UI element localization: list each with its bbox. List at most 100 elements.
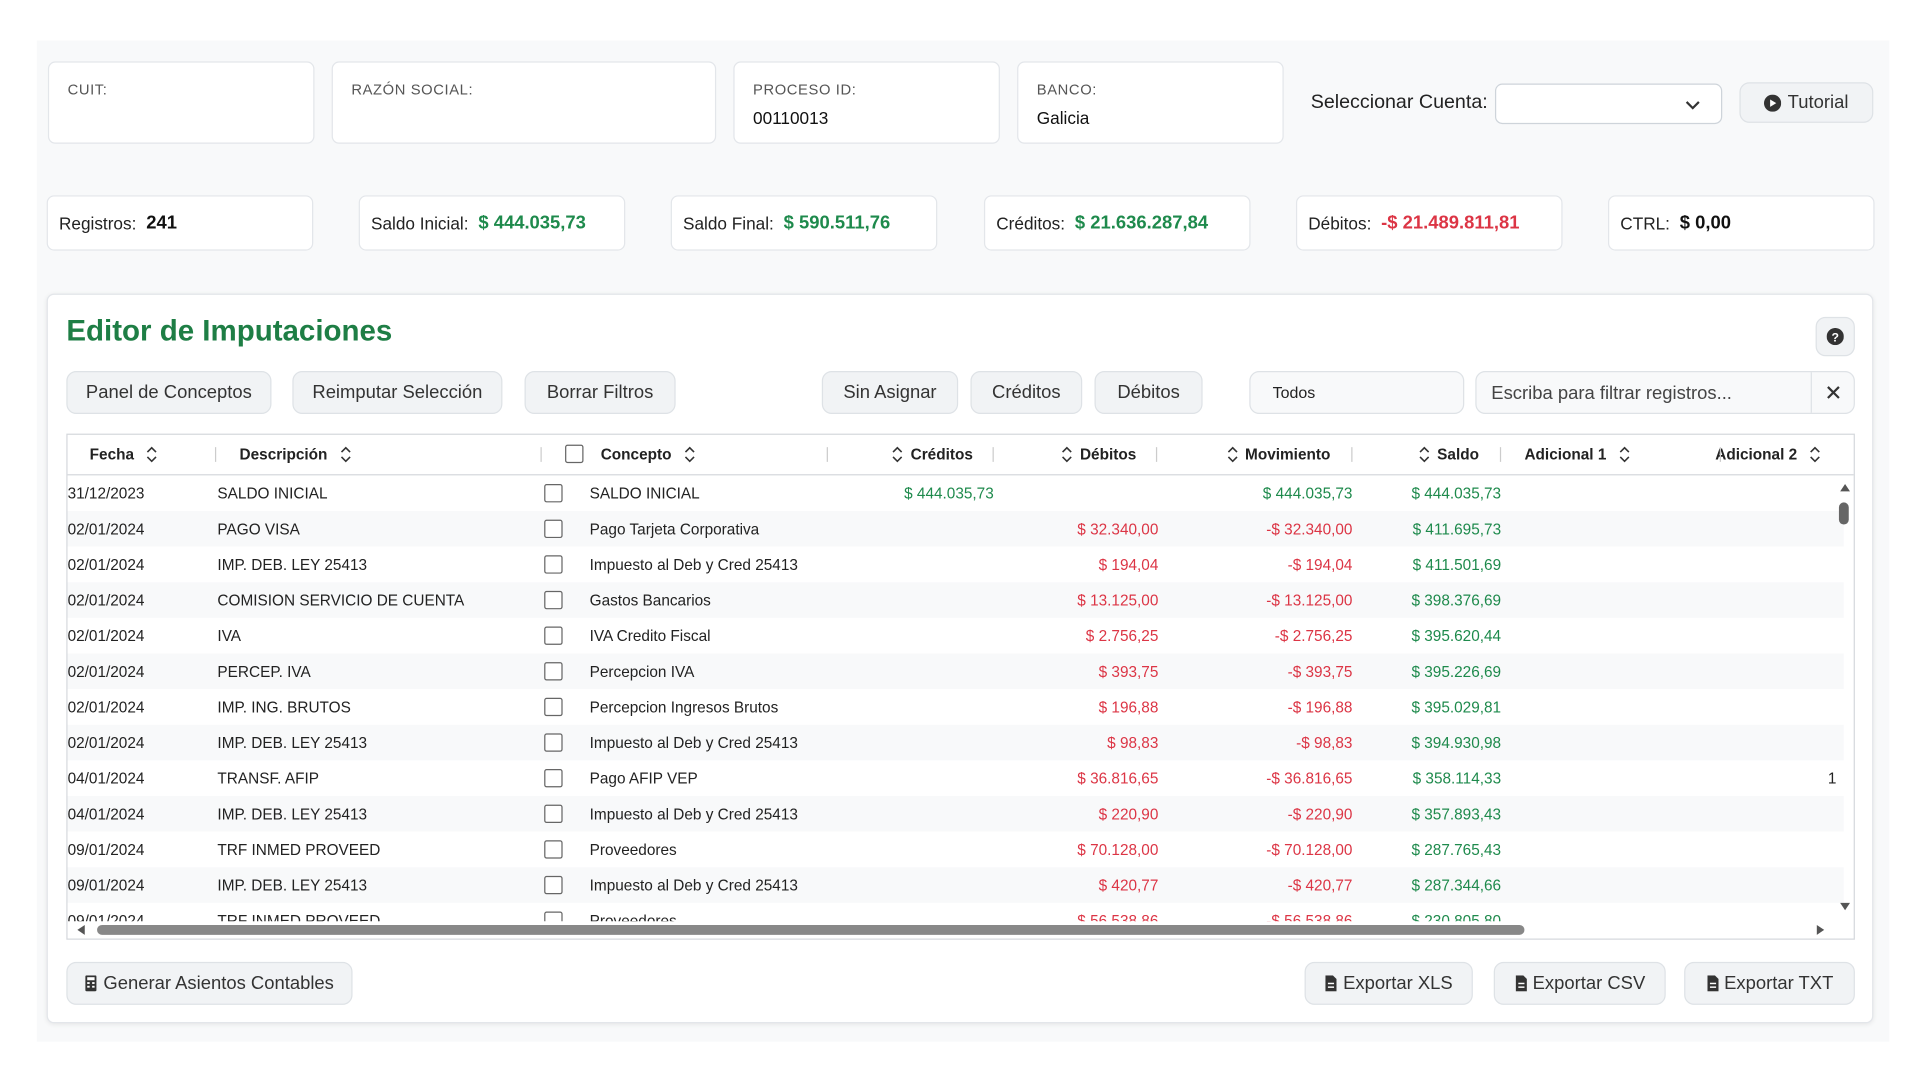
row-checkbox[interactable]: [544, 591, 562, 609]
file-icon: [1325, 975, 1337, 991]
footer-button[interactable]: Exportar CSV: [1494, 962, 1666, 1005]
info-card: CUIT:: [48, 61, 315, 143]
column-header[interactable]: Saldo: [1419, 445, 1479, 465]
footer-button[interactable]: Generar Asientos Contables: [66, 962, 352, 1005]
table-row[interactable]: 02/01/2024PERCEP. IVAPercepcion IVA$ 393…: [68, 654, 1844, 690]
row-checkbox[interactable]: [544, 911, 562, 921]
column-header[interactable]: Débitos: [1062, 445, 1137, 465]
column-title: Débitos: [1080, 445, 1136, 465]
table-cell: SALDO INICIAL: [217, 484, 327, 504]
table-cell: -$ 70.128,00: [1266, 840, 1352, 860]
table-cell: Impuesto al Deb y Cred 25413: [590, 805, 798, 825]
table-row[interactable]: 02/01/2024IMP. ING. BRUTOSPercepcion Ing…: [68, 689, 1844, 725]
filter-button[interactable]: Créditos: [970, 371, 1082, 414]
sort-icon: [146, 446, 157, 463]
table-row[interactable]: 02/01/2024IVAIVA Credito Fiscal$ 2.756,2…: [68, 618, 1844, 654]
table-cell: -$ 196,88: [1288, 698, 1353, 718]
vertical-scrollbar[interactable]: [1834, 475, 1854, 921]
row-checkbox[interactable]: [544, 484, 562, 502]
scroll-left: [75, 924, 87, 936]
scroll-right: [1814, 924, 1826, 936]
footer-button[interactable]: Exportar XLS: [1305, 962, 1473, 1005]
footer-button-label: Exportar XLS: [1343, 973, 1453, 994]
table-row[interactable]: 02/01/2024IMP. DEB. LEY 25413Impuesto al…: [68, 725, 1844, 761]
table-cell: TRF INMED PROVEED: [217, 911, 380, 921]
info-card: RAZÓN SOCIAL:: [332, 61, 716, 143]
table-row[interactable]: 02/01/2024IMP. DEB. LEY 25413Impuesto al…: [68, 547, 1844, 583]
row-checkbox[interactable]: [544, 876, 562, 894]
table-row[interactable]: 09/01/2024IMP. DEB. LEY 25413Impuesto al…: [68, 867, 1844, 903]
table-cell: $ 230.805,80: [1411, 911, 1501, 921]
table-cell: $ 287.344,66: [1411, 876, 1501, 896]
column-header[interactable]: Movimiento: [1227, 445, 1331, 465]
search-input[interactable]: Escriba para filtrar registros...: [1475, 371, 1855, 414]
column-title: Adicional 1: [1524, 445, 1606, 465]
column-header[interactable]: Fecha: [90, 445, 158, 465]
table-cell: $ 395.029,81: [1411, 698, 1501, 718]
row-checkbox[interactable]: [544, 698, 562, 716]
select-all-checkbox[interactable]: [565, 445, 583, 463]
row-checkbox[interactable]: [544, 626, 562, 644]
action-button[interactable]: Borrar Filtros: [525, 371, 676, 414]
table-cell: -$ 32.340,00: [1266, 520, 1352, 540]
footer-button[interactable]: Exportar TXT: [1684, 962, 1855, 1005]
summary-value: $ 21.636.287,84: [1075, 213, 1208, 234]
filter-button[interactable]: Débitos: [1095, 371, 1203, 414]
help-button[interactable]: ?: [1816, 317, 1855, 356]
search-placeholder: Escriba para filtrar registros...: [1491, 383, 1732, 404]
column-header[interactable]: Adicional 2: [1715, 445, 1820, 465]
column-header[interactable]: Descripción: [240, 445, 351, 465]
table-row[interactable]: 31/12/2023SALDO INICIALSALDO INICIAL$ 44…: [68, 475, 1844, 511]
row-checkbox[interactable]: [544, 520, 562, 538]
table-cell: -$ 220,90: [1288, 805, 1353, 825]
clear-search[interactable]: [1811, 372, 1854, 413]
column-divider: [993, 447, 994, 462]
table-cell: 02/01/2024: [68, 733, 145, 753]
action-button[interactable]: Reimputar Selección: [292, 371, 502, 414]
table-row[interactable]: 09/01/2024TRF INMED PROVEEDProveedores$ …: [68, 832, 1844, 868]
table-cell: $ 36.816,65: [1077, 769, 1158, 789]
table-cell: IMP. DEB. LEY 25413: [217, 555, 367, 575]
table-row[interactable]: 02/01/2024COMISION SERVICIO DE CUENTAGas…: [68, 582, 1844, 618]
filter-button[interactable]: Sin Asignar: [822, 371, 958, 414]
help-icon: ?: [1827, 328, 1844, 345]
column-divider: [1500, 447, 1501, 462]
horizontal-scrollbar[interactable]: [68, 921, 1834, 938]
row-checkbox[interactable]: [544, 662, 562, 680]
summary-value: -$ 21.489.811,81: [1381, 213, 1519, 234]
row-checkbox[interactable]: [544, 555, 562, 573]
scroll-thumb[interactable]: [97, 925, 1524, 935]
filter-select[interactable]: Todos: [1249, 371, 1464, 414]
tutorial-button[interactable]: Tutorial: [1739, 82, 1873, 123]
chevron-icon: [1684, 98, 1701, 110]
table-cell: $ 411.695,73: [1413, 520, 1502, 540]
column-divider: [1156, 447, 1157, 462]
table-cell: $ 287.765,43: [1411, 840, 1501, 860]
summary-label: Saldo Inicial:: [371, 213, 469, 233]
table-row[interactable]: 02/01/2024PAGO VISAPago Tarjeta Corporat…: [68, 511, 1844, 547]
footer-button-label: Exportar CSV: [1533, 973, 1646, 994]
table-cell: $ 444.035,73: [1411, 484, 1501, 504]
footer-button-label: Generar Asientos Contables: [103, 973, 333, 994]
action-button[interactable]: Panel de Conceptos: [66, 371, 271, 414]
row-checkbox[interactable]: [544, 733, 562, 751]
table-row[interactable]: 04/01/2024TRANSF. AFIPPago AFIP VEP$ 36.…: [68, 760, 1844, 796]
table-cell: Percepcion Ingresos Brutos: [590, 698, 779, 718]
file-icon: [1706, 975, 1718, 991]
row-checkbox[interactable]: [544, 840, 562, 858]
row-checkbox[interactable]: [544, 805, 562, 823]
table-cell: Impuesto al Deb y Cred 25413: [590, 876, 798, 896]
column-header[interactable]: Créditos: [892, 445, 973, 465]
table-cell: $ 420,77: [1099, 876, 1159, 896]
table-row[interactable]: 04/01/2024IMP. DEB. LEY 25413Impuesto al…: [68, 796, 1844, 832]
scroll-thumb[interactable]: [1839, 502, 1849, 524]
table-row[interactable]: 09/01/2024TRF INMED PROVEEDProveedores$ …: [68, 903, 1844, 921]
table-cell: Impuesto al Deb y Cred 25413: [590, 733, 798, 753]
table-cell: 09/01/2024: [68, 876, 145, 896]
table-cell: -$ 36.816,65: [1266, 769, 1352, 789]
row-checkbox[interactable]: [544, 769, 562, 787]
account-select[interactable]: [1495, 84, 1722, 125]
column-header[interactable]: Adicional 1: [1524, 445, 1629, 465]
column-header[interactable]: Concepto: [601, 445, 695, 465]
